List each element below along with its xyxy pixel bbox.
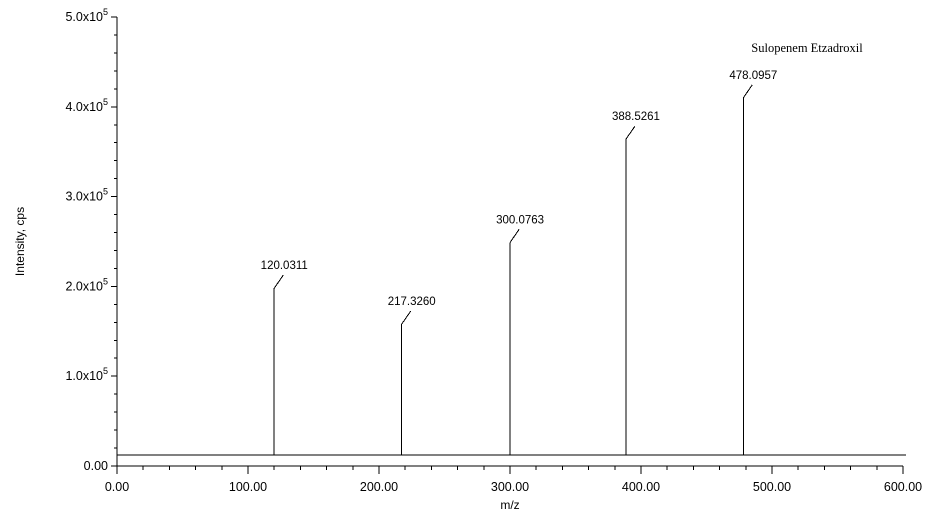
compound-annotation: Sulopenem Etzadroxil [751, 41, 863, 55]
x-tick-label: 500.00 [753, 480, 791, 494]
peak-leader [625, 125, 636, 140]
peaks: 120.0311 217.3260 300.0763 388.5261 478.0957 [261, 70, 777, 456]
peak-label: 120.0311 [261, 260, 308, 272]
peak-leader [742, 84, 753, 99]
x-tick-label: 300.00 [491, 480, 529, 494]
peak-label: 478.0957 [729, 70, 777, 82]
y-tick-label: 1.0x105 [65, 366, 108, 383]
axes: 0.00 100.00 200.00 300.00 400.00 500.00 600.00… [65, 7, 922, 494]
peak-leader [273, 274, 284, 289]
x-tick-label: 0.00 [105, 480, 129, 494]
peak-label: 388.5261 [612, 111, 660, 123]
x-tick-label: 200.00 [360, 480, 398, 494]
x-tick-label: 400.00 [622, 480, 660, 494]
x-axis-title: m/z [500, 498, 519, 512]
peak-label: 217.3260 [388, 296, 436, 308]
y-tick-label: 2.0x105 [65, 276, 108, 293]
y-tick-label: 0.00 [84, 459, 108, 473]
peak-label: 300.0763 [496, 214, 544, 226]
y-tick-label: 4.0x105 [65, 97, 108, 114]
y-tick-label: 5.0x105 [65, 7, 108, 24]
y-axis-title: Intensity, cps [13, 207, 27, 276]
x-tick-label: 600.00 [884, 480, 922, 494]
peak-leader [509, 229, 520, 243]
peak-leader [401, 310, 412, 325]
y-tick-label: 3.0x105 [65, 187, 108, 204]
x-tick-label: 100.00 [229, 480, 267, 494]
